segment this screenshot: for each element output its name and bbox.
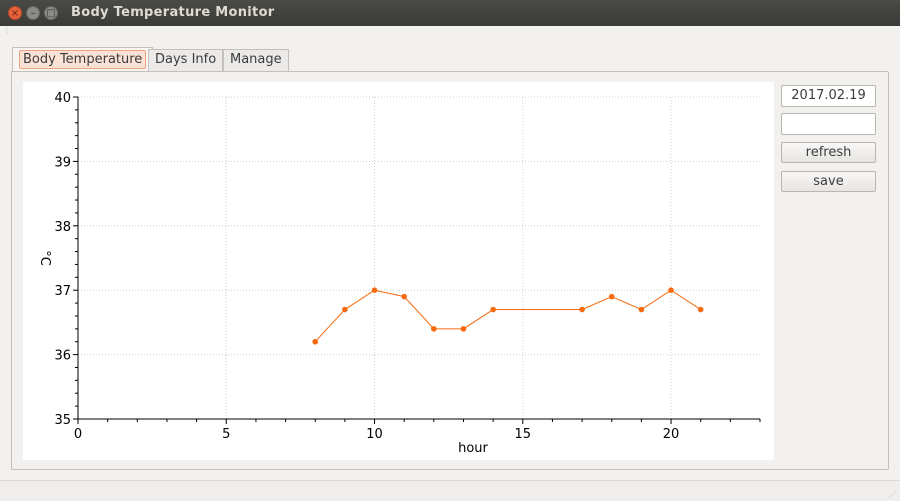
maximize-window-icon[interactable]: □: [44, 6, 58, 20]
tab-days-info[interactable]: Days Info: [148, 49, 224, 71]
save-button[interactable]: save: [781, 171, 876, 192]
tab-manage[interactable]: Manage: [223, 49, 289, 71]
y-tick-label: 36: [54, 349, 71, 364]
window-title: Body Temperature Monitor: [71, 5, 275, 20]
toolbar-grip-icon: ⋮: [3, 26, 11, 35]
status-bar: ⋰: [0, 480, 900, 501]
y-tick-label: 37: [54, 284, 71, 299]
x-axis-label: hour: [458, 441, 488, 456]
data-point: [608, 293, 615, 300]
x-tick-label: 0: [74, 427, 82, 442]
minimize-window-icon[interactable]: –: [26, 6, 40, 20]
x-tick-label: 10: [366, 427, 383, 442]
y-tick-label: 39: [54, 155, 71, 170]
data-point: [431, 326, 437, 332]
data-point: [490, 306, 496, 313]
close-window-icon[interactable]: ×: [8, 6, 22, 20]
x-tick-label: 5: [222, 427, 230, 442]
series-line: [314, 289, 701, 343]
data-point: [401, 293, 407, 300]
y-tick-label: 35: [54, 413, 71, 428]
temperature-chart: 0 5 10 15 20 35 36 37 38 39 40 hour °C: [23, 82, 774, 460]
y-tick-label: 38: [54, 220, 71, 235]
data-point: [460, 326, 467, 332]
data-point: [668, 287, 674, 293]
tab-body-temperature[interactable]: Body Temperature: [12, 47, 154, 72]
data-point: [342, 306, 348, 313]
date-display[interactable]: 2017.02.19: [781, 85, 876, 107]
size-grip-icon[interactable]: ⋰: [888, 490, 896, 499]
x-tick-label: 15: [515, 427, 532, 442]
y-axis-label: °C: [37, 250, 52, 266]
temperature-input[interactable]: [781, 113, 876, 135]
y-tick-label: 40: [54, 91, 71, 106]
data-point: [312, 338, 319, 345]
data-point: [371, 287, 378, 293]
x-tick-label: 20: [663, 427, 680, 442]
data-point: [638, 306, 645, 313]
data-point: [579, 306, 585, 313]
data-point: [697, 306, 704, 313]
chart-svg: 0 5 10 15 20 35 36 37 38 39 40 hour °C: [37, 91, 761, 456]
refresh-button[interactable]: refresh: [781, 142, 876, 163]
title-bar: × – □ Body Temperature Monitor: [0, 0, 900, 26]
tab-body-temperature-label: Body Temperature: [19, 50, 147, 69]
